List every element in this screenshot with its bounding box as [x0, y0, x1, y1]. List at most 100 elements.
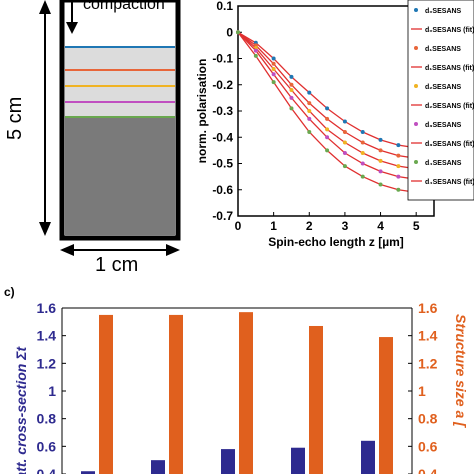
data-point	[307, 109, 312, 113]
x-tick-label: 5	[413, 219, 420, 233]
data-point	[378, 182, 383, 187]
data-point	[289, 82, 294, 87]
data-point	[360, 151, 365, 155]
data-point	[342, 164, 347, 169]
legend-label: d₂SESANS	[425, 84, 462, 91]
height-arrowhead-bottom	[39, 222, 51, 236]
data-point	[289, 106, 294, 111]
left-tick-label: 1.6	[37, 300, 57, 316]
right-tick-label: 1.2	[418, 355, 438, 371]
y-tick-label: -0.3	[212, 104, 233, 118]
cross-section-bar	[81, 471, 95, 474]
legend-marker	[414, 160, 418, 164]
width-arrowhead-left	[60, 244, 74, 256]
structure-size-bar	[309, 325, 323, 474]
data-point	[360, 174, 365, 179]
legend-label: d₃SESANS (fit)	[425, 141, 474, 148]
schematic-diagram	[39, 0, 181, 256]
width-label: 1 cm	[95, 254, 139, 276]
x-tick-label: 3	[342, 219, 349, 233]
data-point	[271, 72, 276, 77]
left-tick-label: 1.2	[37, 355, 57, 371]
plot-frame	[237, 5, 435, 217]
legend: d₀SESANS d₀SESANS (fit) d₁SESANS d₁SESANS (…	[407, 0, 474, 201]
data-point	[253, 53, 258, 58]
left-tick-label: 0.8	[37, 411, 57, 427]
data-point	[342, 151, 347, 155]
legend-label: d₄SESANS (fit)	[425, 179, 474, 186]
cross-section-bar	[151, 460, 165, 474]
structure-size-bar	[379, 337, 393, 474]
data-point	[325, 116, 330, 121]
y-axis-label: norm. polarisation	[195, 59, 209, 164]
compaction-label: compaction	[83, 0, 165, 13]
x-tick-label: 4	[377, 219, 384, 233]
data-point	[378, 137, 383, 142]
compaction-arrowhead	[66, 22, 78, 34]
legend-marker	[414, 122, 418, 126]
data-point	[360, 161, 365, 166]
data-point	[289, 74, 294, 79]
data-point	[307, 90, 312, 95]
data-point	[325, 106, 330, 111]
fit-line	[237, 31, 417, 194]
left-axis-label: scatt. cross-section Σt	[13, 346, 29, 474]
data-point	[378, 158, 383, 163]
left-tick-label: 1	[48, 383, 56, 399]
left-tick-label: 0.4	[37, 466, 57, 474]
data-point	[396, 143, 401, 148]
x-tick-label: 1	[270, 219, 277, 233]
right-tick-label: 0.8	[418, 411, 438, 427]
right-tick-label: 1.4	[418, 328, 438, 344]
structure-size-bar	[239, 312, 253, 474]
panel-c-label: c)	[4, 285, 15, 299]
x-tick-label: 0	[235, 219, 242, 233]
y-tick-label: -0.4	[212, 130, 233, 144]
right-tick-label: 1.6	[418, 300, 438, 316]
data-point	[378, 169, 383, 174]
cross-section-bar	[361, 440, 375, 474]
y-tick-label: -0.2	[212, 78, 233, 92]
legend-label: d₄SESANS	[425, 160, 462, 167]
y-tick-label: -0.7	[212, 209, 233, 223]
data-point	[396, 164, 401, 169]
data-point	[271, 61, 276, 66]
data-point	[342, 140, 347, 145]
polarisation-chart: 0.10-0.1-0.2-0.3-0.4-0.5-0.6-0.70 1 2 3 4 5Sp…	[195, 0, 474, 249]
legend-label: d₂SESANS (fit)	[425, 103, 474, 110]
legend-box	[407, 0, 474, 201]
right-tick-label: 1	[418, 383, 426, 399]
data-point	[325, 148, 330, 153]
data-point	[253, 48, 258, 53]
left-tick-label: 1.4	[37, 328, 57, 344]
structure-size-bar	[99, 314, 113, 474]
fit-line	[237, 31, 417, 170]
data-point	[396, 187, 401, 192]
data-point	[396, 153, 401, 158]
data-point	[325, 135, 330, 140]
width-arrowhead-right	[166, 244, 180, 256]
data-point	[396, 174, 401, 179]
data-point	[307, 116, 312, 121]
y-tick-label: -0.1	[212, 52, 233, 66]
data-point	[307, 101, 312, 106]
legend-label: d₃SESANS	[425, 122, 462, 129]
data-point	[325, 127, 330, 132]
data-point	[289, 95, 294, 100]
data-point	[271, 56, 276, 61]
powder-upper	[65, 47, 175, 117]
legend-label: d₀SESANS	[425, 8, 462, 15]
legend-marker	[414, 84, 418, 88]
legend-label: d₁SESANS	[425, 46, 461, 53]
right-tick-label: 0.6	[418, 438, 438, 454]
legend-marker	[414, 8, 418, 12]
cross-section-bar	[291, 447, 305, 474]
height-label: 5 cm	[4, 96, 26, 140]
data-point	[236, 30, 240, 35]
x-tick-label: 2	[306, 219, 313, 233]
structure-size-bar	[169, 314, 183, 474]
y-tick-label: -0.5	[212, 157, 233, 171]
left-tick-label: 0.6	[37, 438, 57, 454]
y-tick-label: 0.1	[216, 0, 233, 13]
data-point	[289, 88, 294, 92]
